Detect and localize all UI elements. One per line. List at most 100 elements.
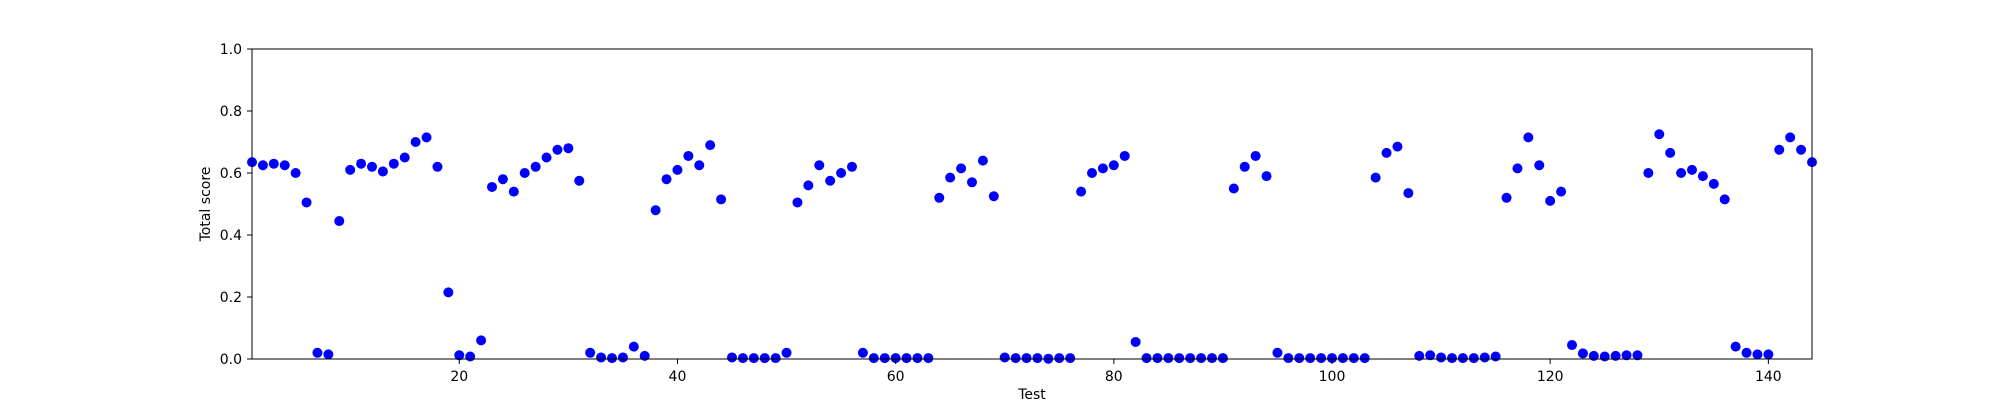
data-point [1457,353,1468,364]
data-point [934,192,945,203]
data-point [639,350,650,361]
data-point [312,347,323,358]
data-point [497,174,508,185]
data-point [1228,183,1239,194]
data-point [596,352,607,363]
data-point [901,353,912,364]
data-point [585,347,596,358]
data-point [1327,353,1337,364]
x-tick-label: 140 [1755,369,1782,385]
data-point [465,351,476,362]
data-point [1348,353,1359,364]
data-point [1523,132,1534,143]
data-point [410,137,421,147]
data-point [890,353,901,364]
data-point [1174,353,1185,364]
data-point [1272,347,1283,358]
x-tick-label: 100 [1319,369,1346,385]
data-point [1665,147,1676,158]
data-point [1468,353,1479,364]
data-point [563,143,574,154]
data-point [1207,353,1217,364]
data-point [1119,150,1130,161]
data-point [1610,350,1621,361]
data-point [1534,160,1545,171]
data-point [1632,350,1643,361]
data-point [1239,161,1250,172]
y-axis-ticks: 0.0 0.2 0.4 0.6 0.8 1.0 [220,42,252,368]
data-point [694,160,705,171]
data-point [367,161,377,172]
data-point [737,353,748,364]
data-point [1130,336,1141,347]
data-point [879,353,890,364]
data-point [1436,352,1447,363]
data-point [301,197,312,208]
data-point [541,152,552,163]
data-point [748,353,759,364]
data-point [1163,353,1174,364]
data-point [1785,132,1796,143]
y-tick-label: 1.0 [220,42,242,58]
data-point [1381,147,1392,158]
data-point [956,163,967,174]
data-point [999,352,1010,363]
data-point [1577,348,1588,359]
data-point [1076,186,1087,197]
data-point [487,181,497,192]
data-point [519,168,530,178]
data-point [607,353,617,364]
data-point [356,158,367,169]
data-point [1097,163,1108,174]
data-point [1490,351,1501,362]
data-point [1501,192,1512,203]
y-tick-label: 0.2 [220,290,242,306]
data-point [727,352,737,363]
data-point [323,349,334,360]
data-point [1141,353,1152,364]
data-point [1479,352,1490,363]
y-tick-label: 0.0 [220,352,242,368]
data-point [1403,188,1414,199]
data-point [617,352,628,363]
data-point [334,216,345,227]
data-point [945,172,956,183]
data-point [1708,178,1719,189]
data-points [247,129,1817,364]
plot-area-frame [251,48,1813,360]
data-point [388,158,399,169]
data-point [1687,164,1697,175]
data-point [650,205,661,216]
data-point [683,150,694,161]
data-point [1719,194,1730,205]
data-point [716,194,727,205]
data-point [1337,353,1348,364]
data-point [1447,353,1457,364]
data-point [1250,150,1261,161]
data-point [1152,353,1163,364]
data-point [1741,347,1752,358]
data-point [1621,350,1632,361]
data-point [476,335,487,346]
data-point [1261,171,1272,182]
data-point [1316,353,1327,364]
data-point [1425,350,1436,361]
data-point [1283,353,1294,364]
data-point [268,158,279,169]
data-point [847,161,857,172]
x-tick-label: 80 [1105,369,1123,385]
data-point [279,160,290,171]
data-point [454,350,465,361]
x-tick-label: 20 [450,369,468,385]
data-point [1010,353,1021,364]
data-point [705,140,716,151]
data-point [1108,160,1119,171]
data-point [814,160,825,171]
data-point [1730,341,1741,352]
data-point [530,161,541,172]
data-point [792,197,803,208]
data-point [868,353,879,364]
data-point [836,168,847,178]
data-point [552,144,563,155]
